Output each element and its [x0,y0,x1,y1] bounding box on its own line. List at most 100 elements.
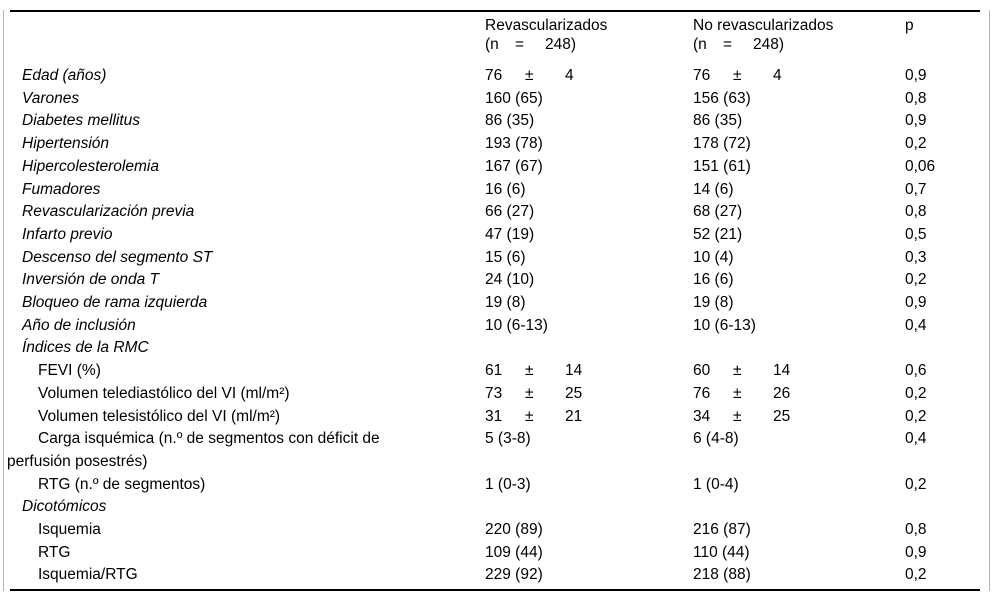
table-row: Inversión de onda T 24 (10) 16 (6) 0,2 [7,269,983,292]
row-label: Carga isquémica (n.º de segmentos con dé… [7,430,380,470]
p-value: 0,2 [905,407,927,425]
value-revascularizados [485,337,693,360]
value-no-revascularizados: 216 (87) [693,521,751,539]
value-no-revascularizados: 218 (88) [693,566,751,584]
value-no-revascularizados: 34 ± 25 [693,407,791,425]
column-header-no-revascularizados-n: (n = 248) [693,36,785,53]
value-no-revascularizados: 76 ± 26 [693,384,791,402]
table-header-row: Revascularizados (n = 248) No revascular… [7,16,983,54]
value-no-revascularizados: 60 ± 14 [693,362,791,380]
table-row: RTG (n.º de segmentos) 1 (0-3) 1 (0-4) 0,2 [7,474,983,497]
column-header-revascularizados-name: Revascularizados [485,17,608,34]
row-label: Año de inclusión [22,316,136,334]
value-no-revascularizados: 156 (63) [693,89,751,107]
row-label: Hipertensión [22,135,110,153]
value-revascularizados: 10 (6-13) [485,316,548,334]
p-value: 0,9 [905,112,927,130]
value-revascularizados: 15 (6) [485,248,526,266]
row-label: Revascularización previa [22,203,195,221]
value-revascularizados: 47 (19) [485,225,535,243]
table-row: Volumen telediastólico del VI (ml/m²) 73 … [7,383,983,406]
p-value: 0,9 [905,67,927,84]
p-value: 0,3 [905,248,927,266]
value-no-revascularizados: 68 (27) [693,203,743,221]
p-value: 0,2 [905,566,927,584]
table-row: Volumen telesistólico del VI (ml/m²) 31 ±… [7,406,983,429]
value-revascularizados: 16 (6) [485,180,526,198]
value-revascularizados: 73 ± 25 [485,384,583,402]
frame-right-edge [989,10,990,591]
p-value [905,496,983,519]
row-label: RTG (n.º de segmentos) [38,475,206,493]
row-label: Isquemia/RTG [38,566,138,584]
p-value: 0,8 [905,521,927,539]
value-revascularizados: 193 (78) [485,135,543,153]
table-body: Edad (años) 76 ± 4 76 ± 4 0,9 Varones 160 (65… [7,65,983,587]
row-label: Edad (años) [22,67,107,84]
value-revascularizados: 76 ± 4 [485,67,574,84]
row-label: Volumen telediastólico del VI (ml/m²) [38,384,290,402]
value-revascularizados: 61 ± 14 [485,362,583,380]
value-no-revascularizados: 178 (72) [693,135,751,153]
row-label: Volumen telesistólico del VI (ml/m²) [38,407,281,425]
value-no-revascularizados: 110 (44) [693,543,750,561]
table-row: FEVI (%) 61 ± 14 60 ± 14 0,6 [7,360,983,383]
table-row: Índices de la RMC [7,337,983,360]
row-label: Diabetes mellitus [22,112,141,130]
p-value: 0,2 [905,271,927,289]
p-value: 0,8 [905,89,927,107]
table-row: Edad (años) 76 ± 4 76 ± 4 0,9 [7,65,983,88]
table-row: Varones 160 (65) 156 (63) 0,8 [7,88,983,111]
row-label: FEVI (%) [38,362,101,380]
value-revascularizados: 31 ± 21 [485,407,583,425]
column-header-p: p [905,17,914,34]
p-value: 0,6 [905,362,927,380]
column-header-revascularizados-n: (n = 248) [485,36,577,53]
value-revascularizados [485,496,693,519]
p-value: 0,9 [905,294,927,312]
table-bottom-rule [10,589,980,591]
value-no-revascularizados: 86 (35) [693,112,743,130]
value-no-revascularizados: 14 (6) [693,180,734,198]
value-revascularizados: 1 (0-3) [485,475,531,493]
value-revascularizados: 19 (8) [485,294,526,312]
value-no-revascularizados [693,496,905,519]
value-revascularizados: 109 (44) [485,543,543,561]
p-value: 0,7 [905,180,927,198]
value-no-revascularizados: 151 (61) [693,157,751,175]
table-row: Hipercolesterolemia 167 (67) 151 (61) 0,06 [7,156,983,179]
p-value: 0,2 [905,475,927,493]
clinical-characteristics-table: Revascularizados (n = 248) No revascular… [7,16,983,587]
table-row: Isquemia 220 (89) 216 (87) 0,8 [7,519,983,542]
value-revascularizados: 24 (10) [485,271,535,289]
p-value: 0,9 [905,543,927,561]
table-row: Revascularización previa 66 (27) 68 (27) 0,… [7,201,983,224]
value-no-revascularizados: 76 ± 4 [693,67,782,84]
table-row: Isquemia/RTG 229 (92) 218 (88) 0,2 [7,564,983,587]
table-row: Dicotómicos [7,496,983,519]
p-value: 0,5 [905,225,927,243]
row-label: Inversión de onda T [22,271,160,289]
value-no-revascularizados: 10 (6-13) [693,316,756,334]
value-revascularizados: 5 (3-8) [485,430,531,448]
table-row: Descenso del segmento ST 15 (6) 10 (4) 0,3 [7,247,983,270]
table-row: Hipertensión 193 (78) 178 (72) 0,2 [7,133,983,156]
p-value: 0,4 [905,316,927,334]
p-value: 0,8 [905,203,927,221]
row-label: Isquemia [38,521,101,539]
row-label: RTG [38,543,71,561]
p-value: 0,2 [905,384,927,402]
p-value: 0,06 [905,157,936,175]
value-revascularizados: 220 (89) [485,521,543,539]
table-row: Fumadores 16 (6) 14 (6) 0,7 [7,179,983,202]
column-header-revascularizados: Revascularizados (n = 248) [485,16,693,54]
table-top-rule [10,10,980,12]
table-row: Carga isquémica (n.º de segmentos con dé… [7,428,983,473]
value-revascularizados: 66 (27) [485,203,535,221]
value-revascularizados: 167 (67) [485,157,543,175]
value-revascularizados: 229 (92) [485,566,543,584]
table-row: RTG 109 (44) 110 (44) 0,9 [7,542,983,565]
frame-left-edge [3,10,4,591]
table-row: Infarto previo 47 (19) 52 (21) 0,5 [7,224,983,247]
